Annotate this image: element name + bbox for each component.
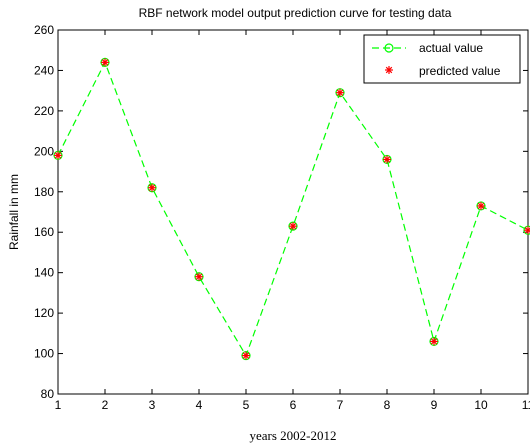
predicted-value-point	[336, 88, 344, 97]
y-axis-label: Rainfall in mm	[7, 174, 21, 250]
y-tick-label: 180	[34, 185, 54, 199]
x-tick-label: 2	[102, 398, 109, 412]
legend-actual-marker	[384, 43, 394, 53]
x-tick-label: 8	[384, 398, 391, 412]
legend-box	[363, 34, 521, 84]
x-tick-label: 1	[55, 398, 62, 412]
y-tick-label: 220	[34, 104, 54, 118]
predicted-value-point	[148, 183, 156, 192]
predicted-value-point	[430, 337, 438, 346]
predicted-value-point	[477, 201, 485, 210]
x-tick-label: 6	[290, 398, 297, 412]
y-tick-label: 80	[41, 387, 55, 401]
x-tick-label: 10	[474, 398, 488, 412]
x-tick-label: 5	[243, 398, 250, 412]
plot-area	[57, 29, 529, 395]
y-tick-label: 200	[34, 144, 54, 158]
y-tick-label: 100	[34, 347, 54, 361]
x-tick-label: 7	[337, 398, 344, 412]
predicted-value-point	[383, 155, 391, 164]
predicted-value-point	[54, 151, 62, 160]
predicted-value-point	[101, 58, 109, 67]
legend-predicted-label: predicted value	[419, 64, 501, 78]
predicted-value-point	[195, 272, 203, 281]
x-tick-label: 9	[431, 398, 438, 412]
x-tick-label: 11	[522, 398, 530, 412]
legend-actual-label: actual value	[419, 41, 483, 55]
y-tick-label: 120	[34, 306, 54, 320]
legend-predicted-marker	[385, 66, 393, 74]
y-tick-label: 160	[34, 225, 54, 239]
actual-value-line	[57, 60, 529, 357]
x-axis-label: years 2002-2012	[249, 428, 336, 443]
series-layer	[53, 57, 530, 361]
predicted-value-point	[242, 351, 250, 360]
predicted-value-point	[289, 222, 297, 231]
x-tick-label: 3	[149, 398, 156, 412]
y-tick-label: 140	[34, 266, 54, 280]
y-tick-label: 260	[34, 23, 54, 37]
chart-title: RBF network model output prediction curv…	[139, 6, 452, 20]
y-tick-label: 240	[34, 63, 54, 77]
x-tick-label: 4	[196, 398, 203, 412]
axis-ticks: 1 2 3 4 5 6 7 8 9 10 11 80 100 120 140 160 180 200 220 240 2…	[34, 23, 530, 412]
legend: actual value predicted value	[363, 34, 521, 84]
